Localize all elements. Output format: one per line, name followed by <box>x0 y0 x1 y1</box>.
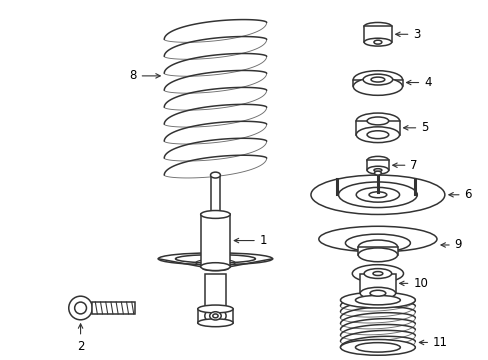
Ellipse shape <box>351 265 403 282</box>
Text: 6: 6 <box>448 188 471 201</box>
Ellipse shape <box>355 296 400 305</box>
Ellipse shape <box>352 78 402 95</box>
Text: 4: 4 <box>406 76 431 89</box>
Ellipse shape <box>369 290 385 296</box>
Bar <box>200 215 230 267</box>
Ellipse shape <box>338 182 416 208</box>
Ellipse shape <box>209 312 221 320</box>
Ellipse shape <box>310 175 444 215</box>
Ellipse shape <box>373 40 381 44</box>
Bar <box>210 175 220 215</box>
Ellipse shape <box>366 156 388 164</box>
Bar <box>197 309 233 323</box>
Ellipse shape <box>356 127 399 143</box>
Ellipse shape <box>158 253 272 265</box>
Ellipse shape <box>366 117 388 125</box>
Ellipse shape <box>204 308 225 323</box>
Ellipse shape <box>366 166 388 174</box>
Ellipse shape <box>355 343 400 352</box>
Ellipse shape <box>366 131 388 139</box>
Ellipse shape <box>352 71 402 89</box>
Ellipse shape <box>373 169 381 172</box>
Text: 5: 5 <box>403 121 427 134</box>
Ellipse shape <box>372 271 382 275</box>
Ellipse shape <box>364 22 391 30</box>
Bar <box>366 160 388 170</box>
Text: 9: 9 <box>440 238 461 252</box>
Ellipse shape <box>356 113 399 129</box>
Ellipse shape <box>340 339 414 355</box>
Text: 3: 3 <box>395 28 420 41</box>
Text: 7: 7 <box>392 159 417 172</box>
Ellipse shape <box>197 319 233 327</box>
Ellipse shape <box>368 192 386 198</box>
Ellipse shape <box>363 74 392 85</box>
Bar <box>352 80 402 86</box>
Text: 11: 11 <box>419 336 447 349</box>
Ellipse shape <box>175 255 255 263</box>
Ellipse shape <box>356 188 399 202</box>
Bar <box>204 274 226 306</box>
Text: 1: 1 <box>234 234 267 247</box>
Ellipse shape <box>364 38 391 46</box>
Ellipse shape <box>358 248 397 262</box>
Circle shape <box>75 302 86 314</box>
Ellipse shape <box>358 240 397 254</box>
Bar <box>360 274 395 293</box>
Ellipse shape <box>212 314 218 318</box>
Ellipse shape <box>360 287 395 299</box>
Text: 8: 8 <box>129 69 160 82</box>
Bar <box>364 26 391 42</box>
Bar <box>356 121 399 135</box>
Ellipse shape <box>200 211 230 219</box>
Ellipse shape <box>200 263 230 271</box>
Ellipse shape <box>210 172 220 178</box>
Ellipse shape <box>374 171 381 175</box>
Ellipse shape <box>345 234 409 252</box>
Circle shape <box>69 296 92 320</box>
Ellipse shape <box>197 305 233 313</box>
Text: 10: 10 <box>399 277 427 290</box>
Ellipse shape <box>340 292 414 308</box>
Text: 2: 2 <box>77 324 84 352</box>
Ellipse shape <box>318 226 436 252</box>
Bar <box>358 247 397 255</box>
Bar <box>92 302 135 314</box>
Ellipse shape <box>370 77 384 82</box>
Ellipse shape <box>364 269 391 278</box>
